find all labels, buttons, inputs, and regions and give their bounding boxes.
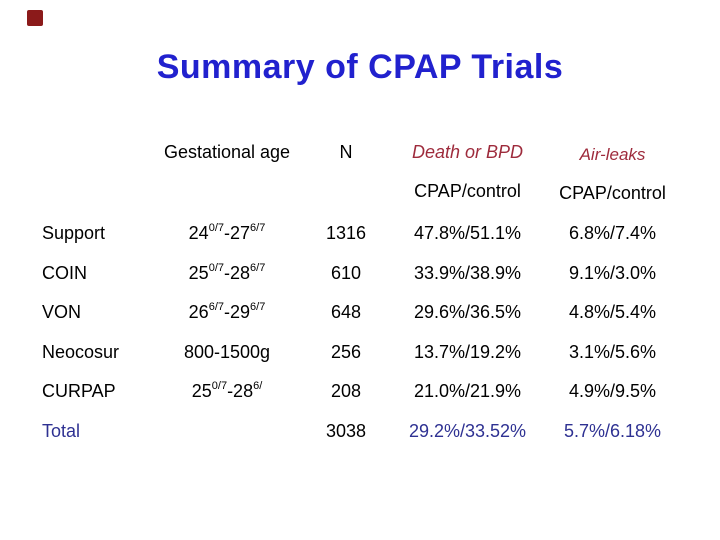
ga-base: -28 (227, 381, 254, 402)
trial-name: COIN (42, 262, 87, 283)
n-value: 208 (330, 381, 362, 402)
n-value: 648 (330, 302, 362, 323)
ga-superscript: 6/7 (250, 301, 266, 314)
gestational-age-value: 240/7-276/7 (162, 223, 292, 244)
col-header-death-or-bpd: Death or BPD (411, 141, 524, 162)
gestational-age-value: 250/7-286/ (162, 381, 292, 402)
trial-name: Support (42, 223, 106, 244)
table-row-total: Total 3038 29.2%/33.52% 5.7%/6.18% (42, 412, 690, 452)
cpap-trials-table: Gestational age N Death or BPD Air-leaks… (42, 136, 690, 451)
col-header-n: N (339, 141, 353, 162)
air-leaks-value: 4.9%/9.5% (568, 381, 657, 402)
ga-superscript: 6/7 (250, 222, 266, 235)
slide-title: Summary of CPAP Trials (156, 48, 564, 86)
ga-base: 26 (188, 302, 209, 323)
table-row-curpap: CURPAP 250/7-286/ 208 21.0%/21.9% 4.9%/9… (42, 372, 690, 412)
gestational-age-value: 266/7-296/7 (162, 302, 292, 323)
death-or-bpd-value: 29.6%/36.5% (413, 302, 522, 323)
table-row-coin: COIN 250/7-286/7 610 33.9%/38.9% 9.1%/3.… (42, 254, 690, 294)
air-leaks-value: 6.8%/7.4% (568, 223, 657, 244)
death-or-bpd-value: 13.7%/19.2% (413, 341, 522, 362)
air-leaks-value: 5.7%/6.18% (563, 420, 662, 441)
air-leaks-value: 4.8%/5.4% (568, 302, 657, 323)
gestational-age-value: 250/7-286/7 (162, 261, 292, 284)
table-row-neocosur: Neocosur 800-1500g 256 13.7%/19.2% 3.1%/… (42, 333, 690, 373)
death-or-bpd-value: 29.2%/33.52% (408, 420, 527, 441)
table-subheader-row: CPAP/control CPAP/control (42, 168, 690, 214)
trial-name: Total (42, 420, 81, 441)
trial-name: VON (42, 302, 82, 323)
air-leaks-value: 9.1%/3.0% (568, 262, 657, 283)
gestational-age-value: 800-1500g (162, 342, 292, 363)
ga-base: 24 (188, 223, 209, 244)
ga-base: 25 (188, 262, 209, 283)
subheader-death-cpap-control: CPAP/control (414, 180, 521, 201)
trial-name: Neocosur (42, 341, 120, 362)
n-value: 3038 (325, 420, 367, 441)
ga-superscript: 6/ (253, 380, 263, 393)
n-value: 1316 (325, 223, 367, 244)
death-or-bpd-value: 21.0%/21.9% (413, 381, 522, 402)
death-or-bpd-value: 33.9%/38.9% (413, 262, 522, 283)
ga-superscript: 6/7 (208, 301, 224, 314)
n-value: 610 (330, 262, 362, 283)
ga-base: -27 (224, 223, 251, 244)
ga-superscript: 0/7 (211, 380, 228, 393)
corner-accent-square (27, 10, 43, 26)
trial-name: CURPAP (42, 381, 116, 402)
col-header-air-leaks: Air-leaks (579, 145, 646, 164)
table-row-support: Support 240/7-276/7 1316 47.8%/51.1% 6.8… (42, 214, 690, 254)
death-or-bpd-value: 47.8%/51.1% (413, 223, 522, 244)
ga-superscript: 0/7 (208, 222, 224, 235)
ga-base: -29 (224, 302, 251, 323)
subheader-air-cpap-control: CPAP/control (559, 183, 666, 203)
n-value: 256 (330, 341, 362, 362)
ga-base: 800-1500g (183, 341, 271, 362)
table-row-von: VON 266/7-296/7 648 29.6%/36.5% 4.8%/5.4… (42, 293, 690, 333)
ga-superscript: 6/7 (250, 261, 266, 274)
ga-base: -28 (224, 262, 251, 283)
ga-base: 25 (191, 381, 212, 402)
ga-superscript: 0/7 (208, 261, 224, 274)
col-header-gestational-age: Gestational age (163, 141, 291, 162)
table-header-row: Gestational age N Death or BPD Air-leaks (42, 136, 690, 168)
air-leaks-value: 3.1%/5.6% (568, 341, 657, 362)
